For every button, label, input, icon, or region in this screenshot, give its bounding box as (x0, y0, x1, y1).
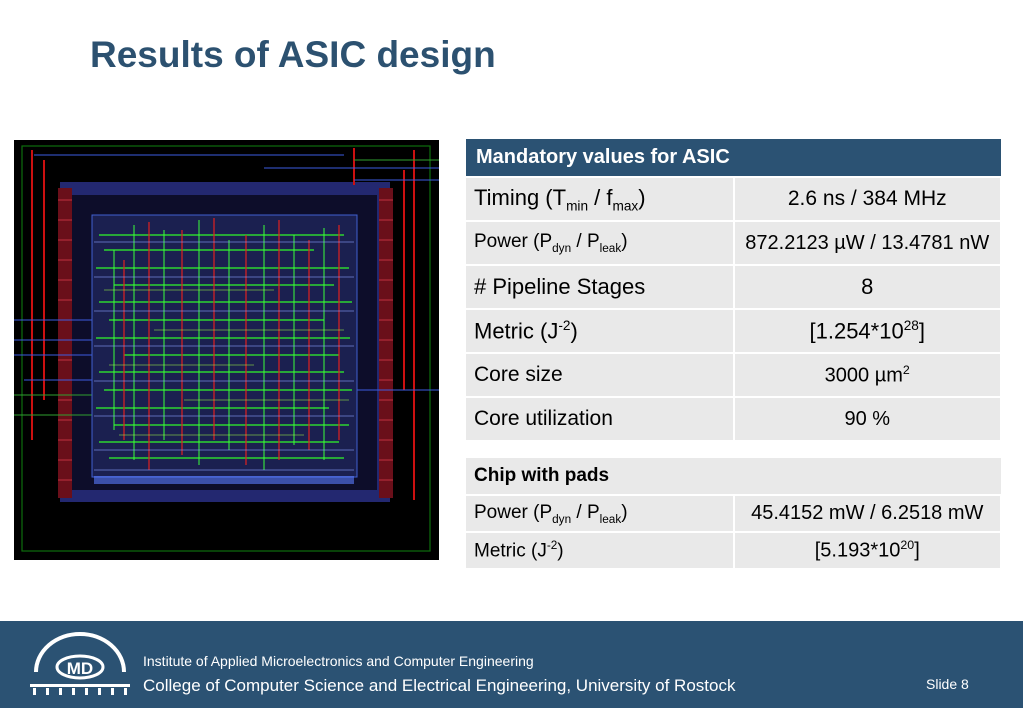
metric-value: [1.254*1028] (733, 308, 1002, 353)
table-row-core-size: Core size 3000 µm2 (466, 352, 1002, 397)
pipeline-value: 8 (733, 264, 1002, 309)
slide-title: Results of ASIC design (90, 34, 496, 75)
institute-logo: MD (30, 632, 130, 695)
core-size-label: Core size (466, 352, 735, 397)
chip-with-pads-table: Chip with pads Power (Pdyn / Pleak) 45.4… (466, 458, 1002, 568)
footer-bar (0, 621, 1023, 708)
chip-layout-image (14, 140, 439, 560)
table-row-metric: Metric (J-2) [1.254*1028] (466, 308, 1002, 353)
logo-text: MD (67, 659, 93, 678)
table-row-pads-power: Power (Pdyn / Pleak) 45.4152 mW / 6.2518… (466, 494, 1002, 532)
core-utilization-label: Core utilization (466, 396, 735, 440)
core-size-value: 3000 µm2 (733, 352, 1002, 397)
power-value: 872.2123 µW / 13.4781 nW (733, 220, 1002, 265)
metric-label: Metric (J-2) (466, 308, 735, 353)
pads-metric-value: [5.193*1020] (733, 531, 1002, 568)
pads-metric-label: Metric (J-2) (466, 531, 735, 568)
slide-number: Slide 8 (926, 676, 969, 692)
table-row-core-utilization: Core utilization 90 % (466, 396, 1002, 440)
mandatory-values-table: Mandatory values for ASIC Timing (Tmin /… (466, 139, 1002, 440)
pads-power-value: 45.4152 mW / 6.2518 mW (733, 494, 1002, 532)
pads-power-label: Power (Pdyn / Pleak) (466, 494, 735, 532)
power-label: Power (Pdyn / Pleak) (466, 220, 735, 265)
core-utilization-value: 90 % (733, 396, 1002, 440)
table-row-pads-metric: Metric (J-2) [5.193*1020] (466, 531, 1002, 568)
table-row-power: Power (Pdyn / Pleak) 872.2123 µW / 13.47… (466, 220, 1002, 265)
pipeline-label: # Pipeline Stages (466, 264, 735, 309)
chip-with-pads-header: Chip with pads (466, 458, 1001, 495)
institute-name: Institute of Applied Microelectronics an… (143, 653, 534, 669)
table-row-timing: Timing (Tmin / fmax) 2.6 ns / 384 MHz (466, 176, 1002, 221)
timing-value: 2.6 ns / 384 MHz (733, 176, 1002, 221)
table-row-pipeline: # Pipeline Stages 8 (466, 264, 1002, 309)
college-name: College of Computer Science and Electric… (143, 676, 736, 695)
mandatory-values-header: Mandatory values for ASIC (466, 139, 1001, 177)
timing-label: Timing (Tmin / fmax) (466, 176, 735, 221)
